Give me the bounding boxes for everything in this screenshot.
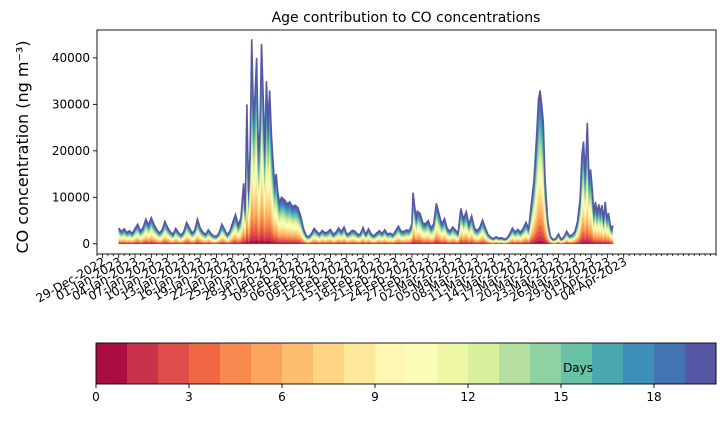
colorbar-segment [220, 343, 252, 384]
colorbar-segment [685, 343, 717, 384]
colorbar-segment [158, 343, 190, 384]
y-tick-label: 0 [82, 237, 90, 251]
colorbar-segment [406, 343, 438, 384]
y-axis-label: CO concentration (ng m⁻³) [13, 40, 32, 253]
colorbar: 0 3 6 9 12 15 18 Days [92, 342, 717, 404]
colorbar-tick-label: 0 [92, 390, 100, 404]
colorbar-segment [468, 343, 500, 384]
total-concentration-line [118, 39, 614, 241]
y-tick-label: 10000 [52, 190, 90, 204]
colorbar-tick-label: 3 [185, 390, 193, 404]
y-tick-label: 30000 [52, 97, 90, 111]
main-plot-axes: 01000020000300004000029-Dec-202201-Jan-2… [34, 29, 717, 305]
colorbar-segment [96, 343, 128, 384]
colorbar-segment [654, 343, 686, 384]
colorbar-tick-label: 15 [553, 390, 568, 404]
colorbar-segment [437, 343, 469, 384]
colorbar-segment [375, 343, 407, 384]
colorbar-segment [282, 343, 314, 384]
colorbar-segment [623, 343, 655, 384]
colorbar-segment [592, 343, 624, 384]
colorbar-segment [189, 343, 221, 384]
chart-title: Age contribution to CO concentrations [272, 10, 541, 26]
colorbar-segment [127, 343, 159, 384]
colorbar-segment [561, 343, 593, 384]
colorbar-segment [313, 343, 345, 384]
colorbar-tick-label: 9 [371, 390, 379, 404]
colorbar-segment [251, 343, 283, 384]
stacked-area-layers [118, 39, 614, 244]
colorbar-label: Days [563, 361, 593, 375]
y-tick-label: 40000 [52, 51, 90, 65]
colorbar-frame [95, 342, 717, 385]
plot-frame [96, 29, 717, 255]
colorbar-tick-label: 18 [646, 390, 661, 404]
y-tick-label: 20000 [52, 144, 90, 158]
colorbar-segment [344, 343, 376, 384]
colorbar-tick-label: 12 [460, 390, 475, 404]
colorbar-segment [499, 343, 531, 384]
colorbar-segment [530, 343, 562, 384]
colorbar-tick-label: 6 [278, 390, 286, 404]
